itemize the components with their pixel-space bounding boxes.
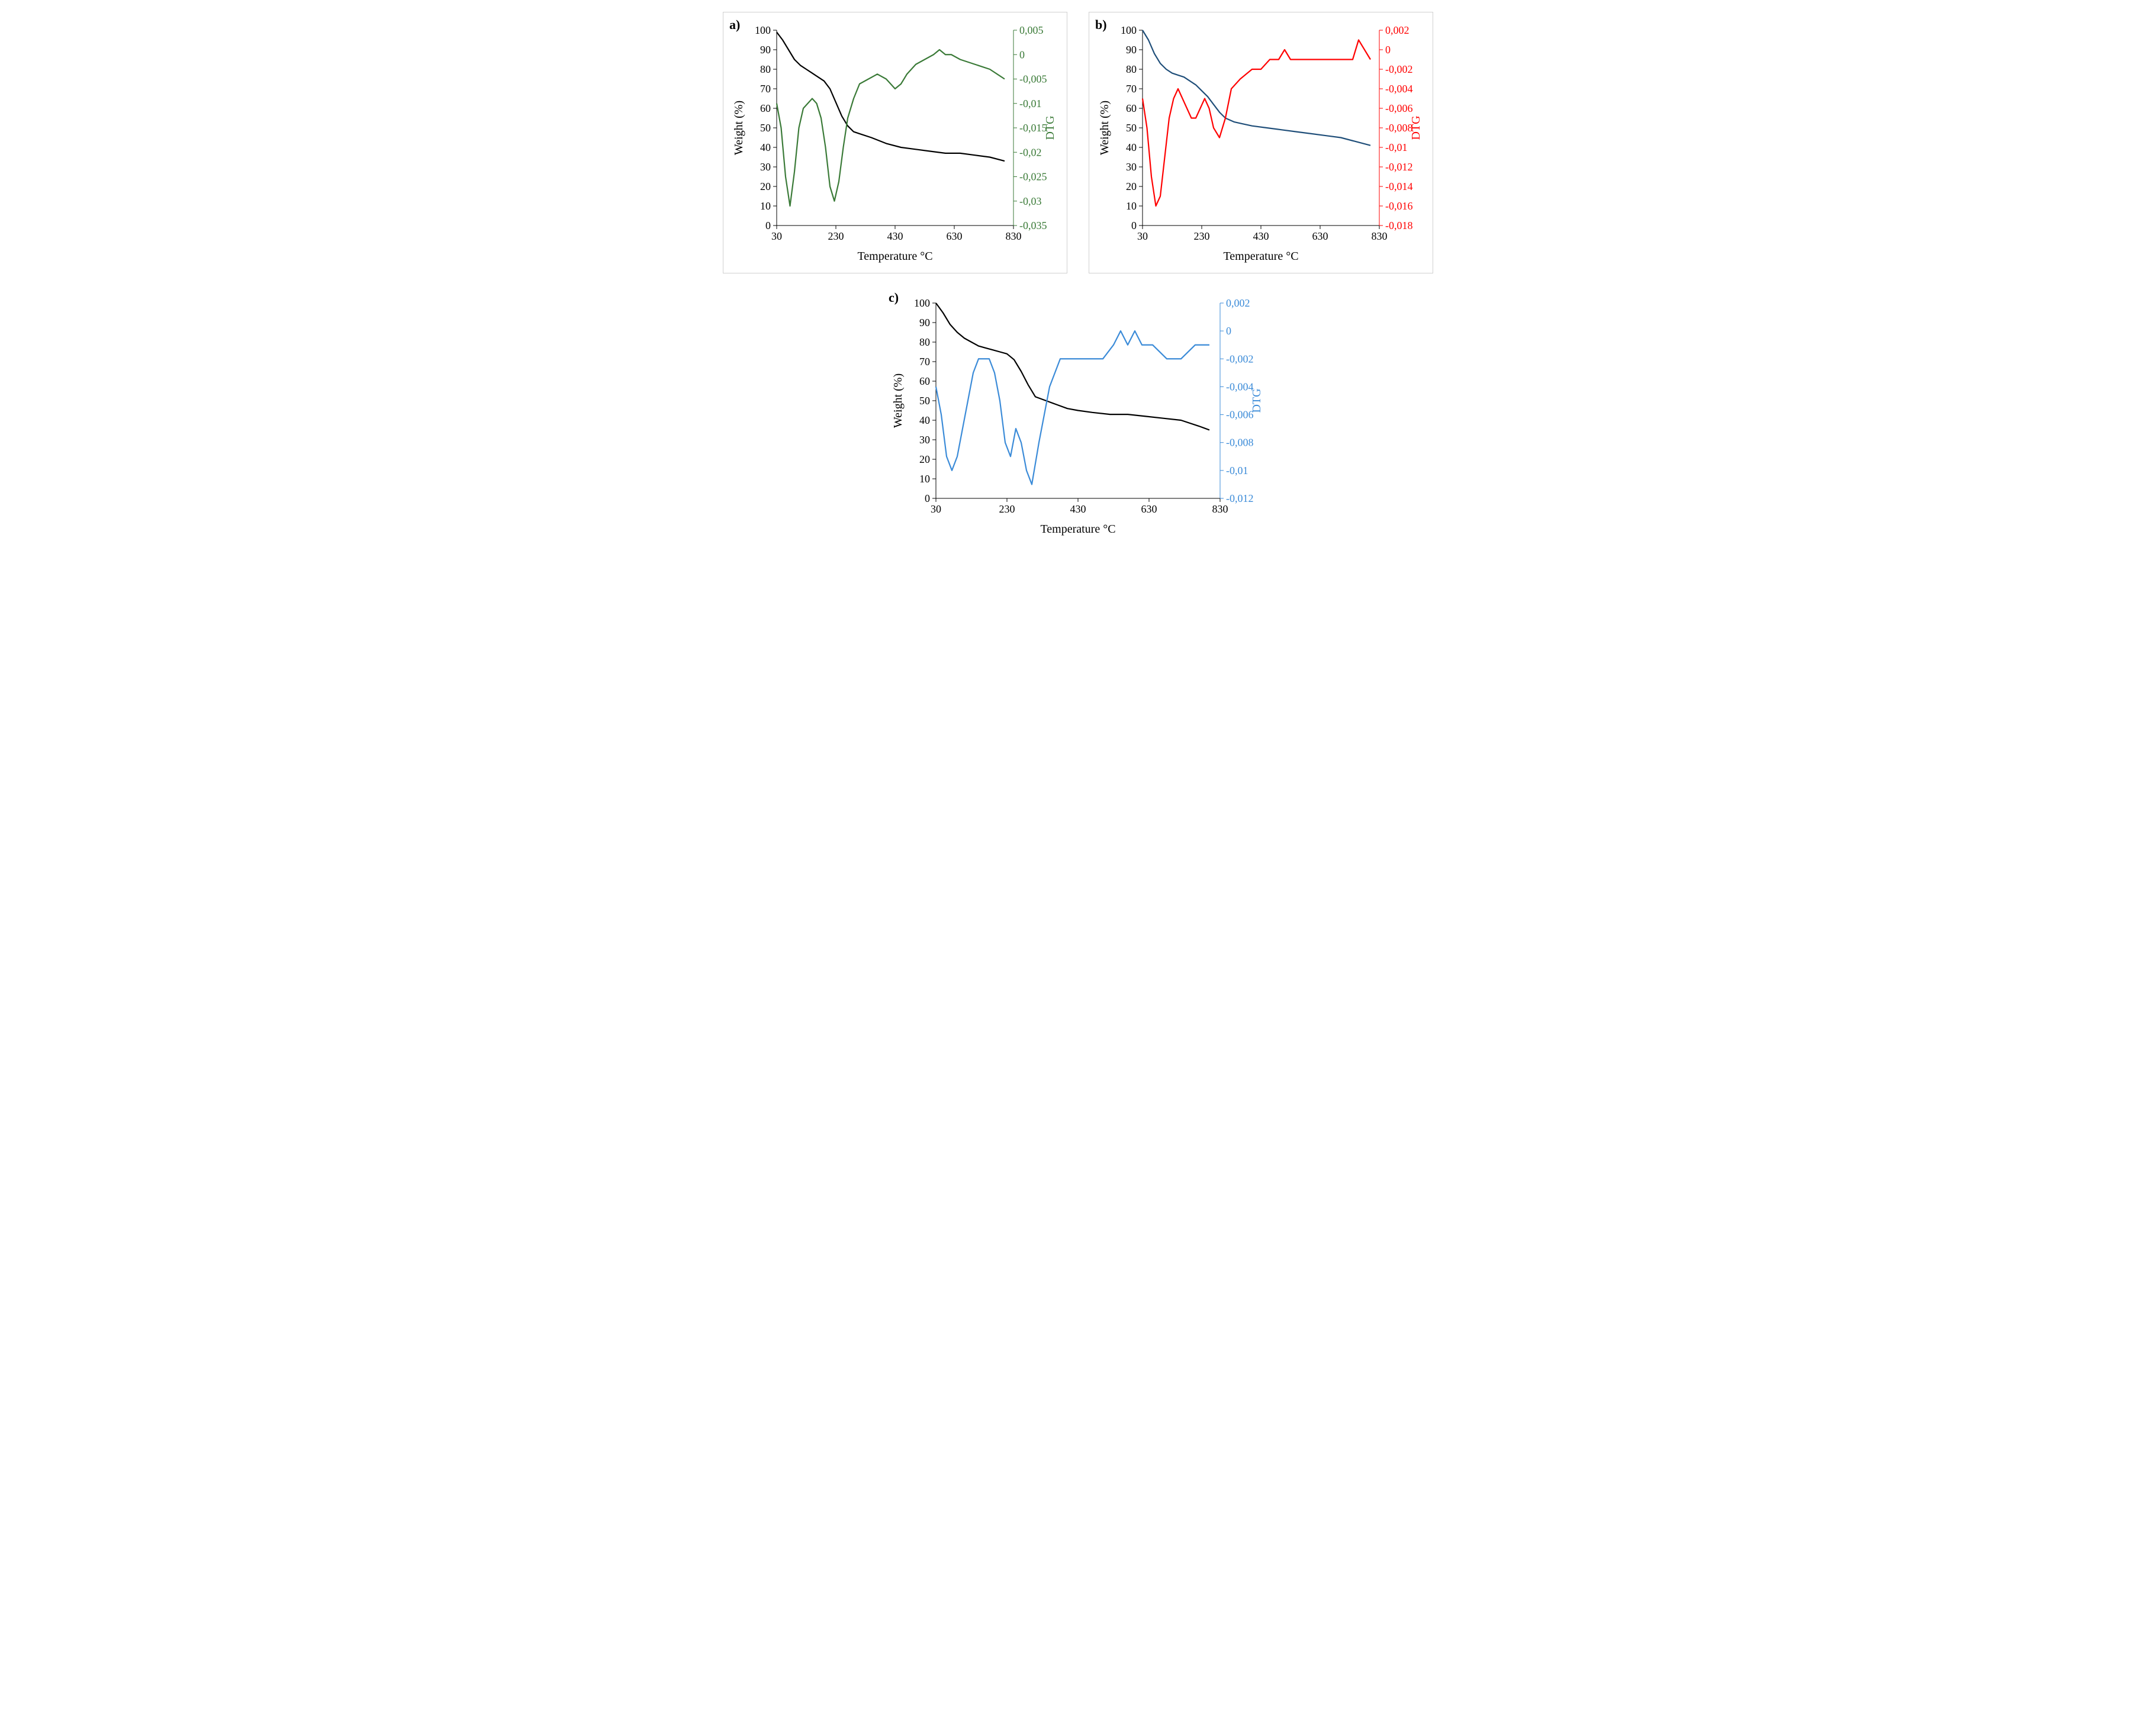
- svg-text:80: 80: [760, 63, 771, 75]
- panel-b: b) 30 230 430 630 830 0 10 20 30 40 50 60 70 80 90 100 0…: [1089, 12, 1433, 273]
- svg-text:230: 230: [828, 230, 844, 242]
- svg-text:Temperature °C: Temperature °C: [857, 250, 932, 263]
- svg-text:30: 30: [771, 230, 782, 242]
- svg-text:30: 30: [931, 503, 941, 515]
- svg-text:-0,02: -0,02: [1019, 146, 1042, 158]
- svg-text:Weight (%): Weight (%): [732, 101, 745, 155]
- svg-text:30: 30: [760, 161, 771, 173]
- svg-text:-0,015: -0,015: [1019, 122, 1047, 134]
- svg-text:20: 20: [760, 181, 771, 192]
- svg-text:Weight (%): Weight (%): [1098, 101, 1111, 155]
- svg-text:-0,035: -0,035: [1019, 220, 1047, 231]
- svg-text:80: 80: [919, 336, 930, 348]
- svg-text:50: 50: [760, 122, 771, 134]
- svg-text:0: 0: [1019, 49, 1025, 60]
- svg-text:DTG: DTG: [1044, 115, 1057, 140]
- svg-text:Temperature °C: Temperature °C: [1040, 523, 1115, 536]
- figure-container: a) 3023043063083001020304050607080901000…: [723, 12, 1433, 546]
- chart-c: 30 230 430 630 830 0 10 20 30 40 50 60 70 80 90 100 0,00…: [889, 291, 1267, 540]
- svg-text:0: 0: [1385, 44, 1391, 56]
- svg-text:40: 40: [760, 141, 771, 153]
- svg-text:70: 70: [760, 83, 771, 95]
- svg-text:830: 830: [1212, 503, 1228, 515]
- svg-text:-0,008: -0,008: [1226, 437, 1254, 449]
- svg-text:Weight (%): Weight (%): [892, 373, 905, 428]
- svg-text:0,002: 0,002: [1385, 24, 1410, 36]
- svg-text:-0,012: -0,012: [1385, 161, 1413, 173]
- svg-text:-0,03: -0,03: [1019, 195, 1042, 207]
- svg-text:100: 100: [755, 24, 771, 36]
- svg-text:0: 0: [1131, 220, 1137, 231]
- svg-text:-0,006: -0,006: [1385, 102, 1413, 114]
- svg-text:-0,002: -0,002: [1226, 353, 1254, 365]
- panel-label-a: a): [729, 17, 740, 33]
- svg-text:90: 90: [760, 44, 771, 56]
- svg-text:-0,01: -0,01: [1385, 141, 1408, 153]
- svg-text:30: 30: [1137, 230, 1148, 242]
- svg-text:-0,01: -0,01: [1019, 98, 1042, 109]
- svg-text:Temperature °C: Temperature °C: [1223, 250, 1298, 263]
- svg-text:-0,016: -0,016: [1385, 200, 1413, 212]
- svg-text:830: 830: [1372, 230, 1388, 242]
- panel-label-b: b): [1095, 17, 1107, 33]
- svg-text:70: 70: [919, 356, 930, 368]
- svg-text:430: 430: [887, 230, 903, 242]
- panel-c: c) 30 230 430 630 830 0 10 20 30 40 50 60 70 80 90 100 0…: [883, 285, 1273, 546]
- svg-text:0: 0: [1226, 325, 1231, 337]
- svg-text:60: 60: [919, 375, 930, 387]
- chart-b: 30 230 430 630 830 0 10 20 30 40 50 60 70 80 90 100 0,00…: [1095, 18, 1427, 267]
- svg-text:-0,025: -0,025: [1019, 171, 1047, 183]
- svg-text:10: 10: [919, 473, 930, 485]
- svg-text:0,002: 0,002: [1226, 297, 1250, 309]
- svg-text:0: 0: [925, 492, 930, 504]
- svg-text:230: 230: [999, 503, 1015, 515]
- panel-label-c: c): [889, 290, 899, 305]
- bottom-row: c) 30 230 430 630 830 0 10 20 30 40 50 60 70 80 90 100 0…: [723, 285, 1433, 546]
- svg-text:-0,004: -0,004: [1385, 83, 1413, 95]
- svg-text:30: 30: [919, 434, 930, 446]
- svg-text:10: 10: [760, 200, 771, 212]
- svg-text:40: 40: [1126, 141, 1137, 153]
- svg-text:90: 90: [1126, 44, 1137, 56]
- svg-text:10: 10: [1126, 200, 1137, 212]
- svg-text:-0,004: -0,004: [1226, 381, 1254, 392]
- svg-text:20: 20: [1126, 181, 1137, 192]
- svg-text:-0,018: -0,018: [1385, 220, 1413, 231]
- svg-text:0,005: 0,005: [1019, 24, 1044, 36]
- svg-text:80: 80: [1126, 63, 1137, 75]
- panel-a: a) 30 230 430 630 830 0 10 20 30 40 50 60 70 80 90 100 0…: [723, 12, 1067, 273]
- svg-text:90: 90: [919, 317, 930, 328]
- svg-text:-0,008: -0,008: [1385, 122, 1413, 134]
- chart-a: 30 230 430 630 830 0 10 20 30 40 50 60 70 80 90 100 0,00…: [729, 18, 1061, 267]
- top-row: a) 3023043063083001020304050607080901000…: [723, 12, 1433, 273]
- svg-text:630: 630: [947, 230, 963, 242]
- svg-text:40: 40: [919, 414, 930, 426]
- svg-text:100: 100: [914, 297, 930, 309]
- svg-text:-0,002: -0,002: [1385, 63, 1413, 75]
- svg-text:830: 830: [1006, 230, 1022, 242]
- svg-text:60: 60: [1126, 102, 1137, 114]
- svg-text:-0,006: -0,006: [1226, 409, 1254, 421]
- svg-text:100: 100: [1121, 24, 1137, 36]
- svg-text:230: 230: [1194, 230, 1210, 242]
- svg-text:70: 70: [1126, 83, 1137, 95]
- svg-text:50: 50: [1126, 122, 1137, 134]
- svg-text:20: 20: [919, 453, 930, 465]
- svg-text:630: 630: [1312, 230, 1328, 242]
- svg-text:0: 0: [765, 220, 771, 231]
- svg-text:DTG: DTG: [1250, 388, 1263, 413]
- svg-text:-0,012: -0,012: [1226, 492, 1254, 504]
- svg-text:60: 60: [760, 102, 771, 114]
- svg-text:430: 430: [1070, 503, 1086, 515]
- svg-text:-0,005: -0,005: [1019, 73, 1047, 85]
- svg-text:430: 430: [1253, 230, 1269, 242]
- svg-text:630: 630: [1141, 503, 1157, 515]
- svg-text:-0,01: -0,01: [1226, 465, 1248, 476]
- svg-text:30: 30: [1126, 161, 1137, 173]
- svg-text:DTG: DTG: [1410, 115, 1423, 140]
- svg-text:-0,014: -0,014: [1385, 181, 1413, 192]
- svg-text:50: 50: [919, 395, 930, 407]
